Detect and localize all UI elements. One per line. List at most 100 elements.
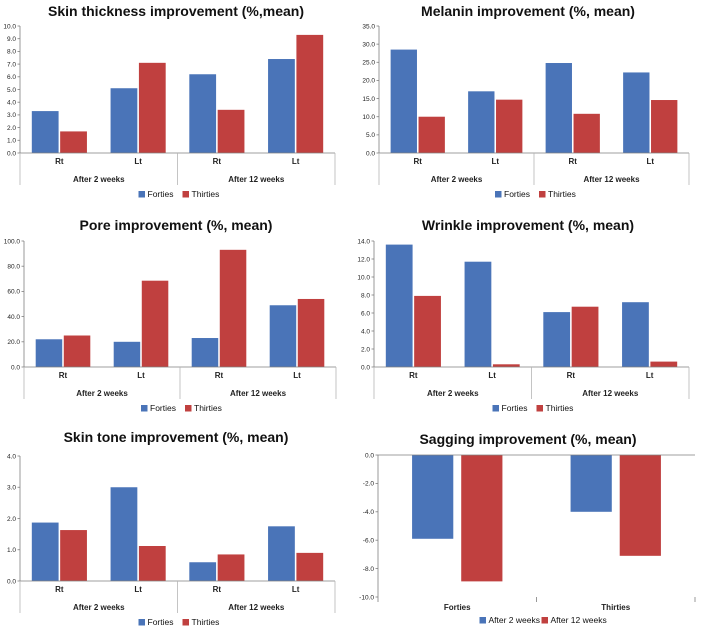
group-label: After 12 weeks: [582, 389, 639, 398]
bar-forties-lt: [113, 341, 141, 367]
bar-forties-rt: [189, 562, 217, 581]
chart-skin-thickness: Skin thickness improvement (%,mean) 0.0 1.…: [0, 0, 352, 212]
bar-forties-rt: [191, 338, 219, 367]
legend-label: Thirties: [192, 617, 220, 627]
bar-forties-lt: [110, 88, 138, 153]
y-tick-label: 0.0: [365, 452, 374, 459]
chart-svg: Melanin improvement (%, mean) 0.0 5.0 10.0 1…: [362, 3, 690, 199]
y-tick-label: 25.0: [362, 60, 375, 67]
y-tick-label: 1.0: [7, 547, 16, 554]
bar-thirties-rt: [60, 530, 87, 581]
legend-swatch: [479, 617, 486, 624]
category-label: Rt: [59, 371, 68, 380]
legend-label: Thirties: [192, 189, 220, 199]
chart-melanin: Melanin improvement (%, mean) 0.0 5.0 10.0 1…: [352, 0, 704, 212]
bar-thirties-lt: [138, 62, 166, 153]
bar-after-12-weeks-thirties: [619, 455, 661, 556]
bar-thirties-rt: [418, 116, 445, 153]
legend-label: Forties: [504, 189, 530, 199]
category-label: Lt: [137, 371, 145, 380]
chart-title: Skin thickness improvement (%,mean): [48, 3, 304, 19]
y-tick-label: 100.0: [4, 238, 21, 245]
y-tick-label: 6.0: [7, 74, 16, 81]
chart-title: Wrinkle improvement (%, mean): [422, 217, 634, 233]
y-tick-label: 4.0: [7, 100, 16, 107]
legend-label: Forties: [502, 403, 528, 413]
legend-label: Forties: [150, 403, 176, 413]
chart-title: Sagging improvement (%, mean): [419, 431, 636, 447]
legend-label: Thirties: [546, 403, 574, 413]
y-tick-label: 1.0: [7, 138, 16, 145]
y-tick-label: 10.0: [362, 114, 375, 121]
legend-swatch: [182, 191, 189, 198]
chart-pore: Pore improvement (%, mean) 0.0 20.0 40.0 60.…: [0, 213, 352, 425]
y-tick-label: 2.0: [7, 516, 16, 523]
y-tick-label: 3.0: [7, 485, 16, 492]
legend-swatch: [492, 405, 499, 412]
category-label: Lt: [488, 371, 496, 380]
y-tick-label: 4.0: [361, 328, 370, 335]
y-tick-label: -10.0: [359, 594, 374, 601]
y-tick-label: 40.0: [7, 314, 20, 321]
y-tick-label: 30.0: [362, 41, 375, 48]
bar-forties-lt: [269, 305, 297, 367]
bar-after-2-weeks-thirties: [570, 455, 612, 512]
legend-swatch: [541, 617, 548, 624]
bar-forties-rt: [35, 339, 63, 367]
category-label: Rt: [215, 371, 224, 380]
y-tick-label: 5.0: [7, 87, 16, 94]
legend-label: After 12 weeks: [551, 615, 607, 625]
bar-forties-lt: [268, 59, 295, 153]
chart-svg: Wrinkle improvement (%, mean) 0.0 2.0 4.0 6.…: [357, 217, 690, 413]
y-tick-label: 0.0: [7, 578, 16, 585]
chart-svg: Skin thickness improvement (%,mean) 0.0 1.…: [3, 3, 336, 199]
bar-thirties-lt: [138, 546, 166, 581]
bar-thirties-rt: [573, 113, 600, 153]
category-label: Rt: [213, 157, 222, 166]
legend-label: Thirties: [194, 403, 222, 413]
bar-thirties-lt: [297, 298, 325, 367]
group-label: After 12 weeks: [228, 603, 285, 612]
chart-title: Melanin improvement (%, mean): [421, 3, 635, 19]
category-label: Rt: [213, 585, 222, 594]
bar-forties-rt: [390, 49, 417, 154]
bar-forties-lt: [110, 487, 138, 581]
legend-label: Thirties: [548, 189, 576, 199]
bar-forties-lt: [464, 261, 492, 367]
group-label: After 2 weeks: [431, 175, 483, 184]
legend-swatch: [495, 191, 502, 198]
legend-swatch: [536, 405, 543, 412]
chart-sagging: Sagging improvement (%, mean) -10.0 -8.0 -6…: [352, 426, 704, 630]
y-tick-label: 20.0: [7, 339, 20, 346]
chart-svg: Pore improvement (%, mean) 0.0 20.0 40.0 60.…: [4, 217, 337, 413]
bar-forties-rt: [31, 522, 59, 581]
bar-thirties-rt: [571, 306, 599, 367]
category-label: Thirties: [601, 603, 630, 612]
legend-swatch: [539, 191, 546, 198]
bar-thirties-lt: [141, 280, 169, 367]
y-tick-label: 0.0: [7, 150, 16, 157]
bar-thirties-rt: [217, 554, 245, 581]
y-tick-label: 12.0: [357, 256, 370, 263]
y-tick-label: 35.0: [362, 23, 375, 30]
legend-swatch: [141, 405, 148, 412]
bar-forties-rt: [31, 111, 59, 153]
bar-thirties-rt: [219, 249, 247, 367]
bar-forties-rt: [189, 74, 217, 153]
category-label: Lt: [646, 157, 654, 166]
bar-thirties-lt: [492, 364, 520, 367]
chart-svg: Sagging improvement (%, mean) -10.0 -8.0 -6…: [359, 431, 696, 625]
legend-label: Forties: [148, 617, 174, 627]
chart-title: Pore improvement (%, mean): [80, 217, 273, 233]
bar-thirties-rt: [414, 295, 441, 367]
bar-thirties-rt: [63, 335, 91, 367]
bar-after-12-weeks-forties: [461, 455, 503, 582]
y-tick-label: 0.0: [366, 150, 375, 157]
y-tick-label: -2.0: [363, 481, 375, 488]
category-label: Lt: [292, 585, 300, 594]
legend-swatch: [185, 405, 192, 412]
category-label: Lt: [491, 157, 499, 166]
category-label: Lt: [134, 157, 142, 166]
bar-forties-rt: [543, 312, 571, 367]
y-tick-label: 2.0: [361, 346, 370, 353]
